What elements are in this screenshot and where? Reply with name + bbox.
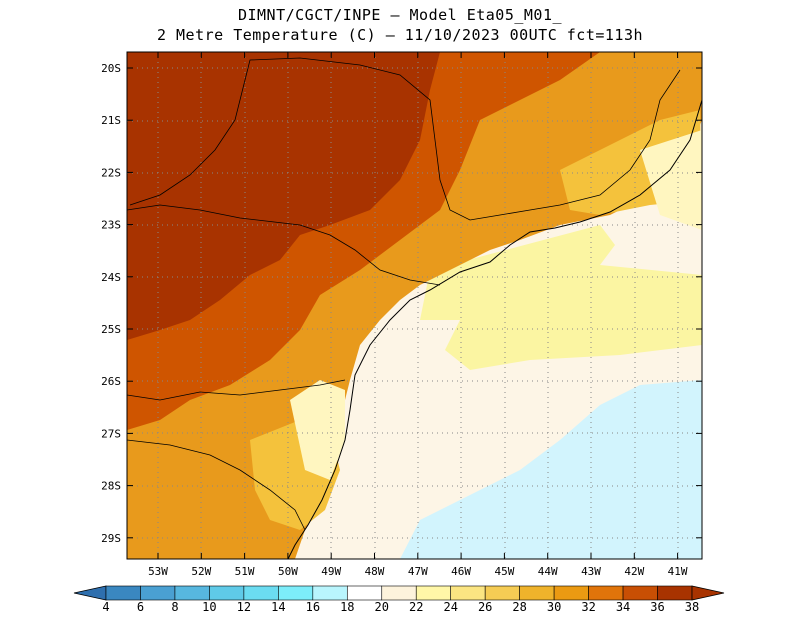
colorbar-segment — [140, 585, 176, 601]
colorbar-segment — [519, 585, 555, 601]
colorbar-segment — [657, 585, 693, 601]
colorbar-label: 32 — [581, 600, 595, 614]
state-border-parana — [127, 204, 441, 286]
lat-tick-label: 28S — [101, 480, 121, 493]
colorbar-label: 28 — [512, 600, 526, 614]
lon-tick-label: 45W — [494, 565, 514, 578]
coast-pale-region — [290, 380, 345, 480]
colorbar-segment — [622, 585, 658, 601]
lat-tick-label: 29S — [101, 532, 121, 545]
colorbar-segment — [381, 585, 417, 601]
lon-tick-label: 49W — [321, 565, 341, 578]
map-frame — [126, 51, 703, 560]
colorbar-segment — [553, 585, 589, 601]
colorbar-segment — [174, 585, 210, 601]
latitude-axis: 20S 21S 22S 23S 24S 25S 26S 27S 28S 29S — [101, 62, 702, 545]
colorbar-segment — [415, 585, 452, 601]
lat-tick-label: 21S — [101, 114, 121, 127]
colorbar-segment — [312, 585, 348, 601]
lat-tick-label: 20S — [101, 62, 121, 75]
colorbar-label: 18 — [340, 600, 354, 614]
colorbar-label: 22 — [409, 600, 423, 614]
river-parana — [129, 79, 246, 206]
colorbar-label: 12 — [237, 600, 251, 614]
colorbar-label: 26 — [478, 600, 492, 614]
colorbar-label: 4 — [102, 600, 109, 614]
lon-tick-label: 53W — [148, 565, 168, 578]
temperature-colorbar: 4 6 8 10 12 14 16 18 20 22 24 26 28 30 32 34 36 38 — [73, 585, 725, 614]
state-border-sao-paulo-minas — [244, 57, 681, 221]
colorbar-label: 30 — [547, 600, 561, 614]
colorbar-label: 10 — [202, 600, 216, 614]
lon-tick-label: 46W — [451, 565, 471, 578]
lat-tick-label: 23S — [101, 219, 121, 232]
lat-tick-label: 24S — [101, 271, 121, 284]
lon-tick-label: 48W — [365, 565, 385, 578]
colorbar-segment — [243, 585, 279, 601]
map-grid — [127, 52, 702, 559]
colorbar-segment — [346, 585, 383, 601]
coastline — [287, 99, 702, 559]
state-border-rio-grande-do-sul — [127, 439, 306, 531]
colorbar-segment — [484, 585, 520, 601]
colorbar-label: 34 — [616, 600, 630, 614]
lon-tick-label: 41W — [668, 565, 688, 578]
colorbar-segment — [588, 585, 624, 601]
lat-tick-label: 22S — [101, 166, 121, 179]
colorbar-segment — [209, 585, 245, 601]
colorbar-label: 20 — [375, 600, 389, 614]
map-title-line1: DIMNT/CGCT/INPE – Model Eta05_M01_ — [237, 6, 563, 24]
coast-pale-region-east — [640, 130, 702, 230]
colorbar-label: 6 — [137, 600, 144, 614]
lon-tick-label: 47W — [408, 565, 428, 578]
colorbar-label: 8 — [171, 600, 178, 614]
ocean-cyan-region — [400, 380, 702, 559]
lon-tick-label: 43W — [581, 565, 601, 578]
colorbar-label: 38 — [685, 600, 699, 614]
colorbar-arrow-right — [691, 585, 725, 601]
state-border-santa-catarina — [127, 379, 346, 401]
colorbar-label: 14 — [271, 600, 285, 614]
lat-tick-label: 26S — [101, 375, 121, 388]
land-very-hot-region — [127, 52, 440, 340]
longitude-axis: 53W 52W 51W 50W 49W 48W 47W 46W 45W 44W 43W 42W 41W — [148, 52, 688, 578]
map-plot-area — [127, 52, 702, 559]
colorbar-segment — [450, 585, 486, 601]
lon-tick-label: 42W — [624, 565, 644, 578]
colorbar-label: 24 — [443, 600, 457, 614]
lon-tick-label: 51W — [235, 565, 255, 578]
colorbar-arrow-left — [73, 585, 107, 601]
map-title-line2: 2 Metre Temperature (C) – 11/10/2023 00U… — [156, 26, 644, 44]
colorbar-segment — [105, 585, 141, 601]
lon-tick-label: 50W — [278, 565, 298, 578]
colorbar-segment — [278, 585, 314, 601]
lat-tick-label: 27S — [101, 427, 121, 440]
colorbar-label: 16 — [306, 600, 320, 614]
lon-tick-label: 44W — [538, 565, 558, 578]
lon-tick-label: 52W — [191, 565, 211, 578]
colorbar-label: 36 — [650, 600, 664, 614]
lat-tick-label: 25S — [101, 323, 121, 336]
